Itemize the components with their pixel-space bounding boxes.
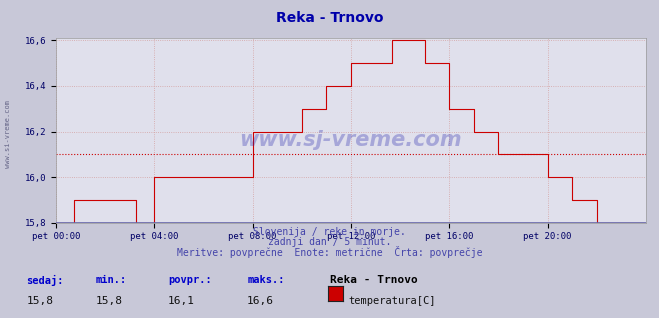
Text: min.:: min.: — [96, 275, 127, 285]
Text: www.si-vreme.com: www.si-vreme.com — [5, 100, 11, 168]
Text: Meritve: povprečne  Enote: metrične  Črta: povprečje: Meritve: povprečne Enote: metrične Črta:… — [177, 246, 482, 259]
Text: Reka - Trnovo: Reka - Trnovo — [330, 275, 417, 285]
Text: Slovenija / reke in morje.: Slovenija / reke in morje. — [253, 227, 406, 237]
Text: Reka - Trnovo: Reka - Trnovo — [275, 11, 384, 25]
Text: zadnji dan / 5 minut.: zadnji dan / 5 minut. — [268, 237, 391, 247]
Text: sedaj:: sedaj: — [26, 275, 64, 286]
Text: temperatura[C]: temperatura[C] — [348, 296, 436, 306]
Text: 16,6: 16,6 — [247, 296, 274, 306]
Text: povpr.:: povpr.: — [168, 275, 212, 285]
Text: 15,8: 15,8 — [26, 296, 53, 306]
Text: maks.:: maks.: — [247, 275, 285, 285]
Text: 16,1: 16,1 — [168, 296, 195, 306]
Text: 15,8: 15,8 — [96, 296, 123, 306]
Text: www.sj-vreme.com: www.sj-vreme.com — [240, 130, 462, 149]
